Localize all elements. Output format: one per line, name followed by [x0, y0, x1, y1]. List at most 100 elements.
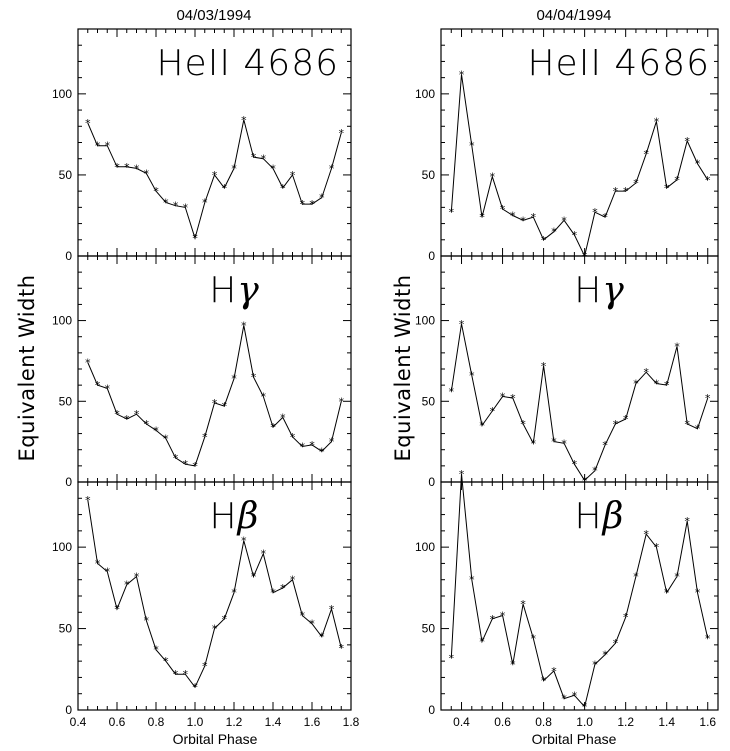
data-point: * [279, 411, 286, 424]
data-point: * [192, 460, 199, 473]
data-point: * [318, 445, 325, 458]
data-point: * [602, 439, 609, 452]
y-tick-label: 0 [65, 475, 72, 489]
data-point: * [540, 675, 547, 688]
data-point: * [448, 206, 455, 219]
data-point: * [520, 214, 527, 227]
data-point: * [653, 115, 660, 128]
data-point: * [94, 140, 101, 153]
data-point: * [458, 68, 465, 81]
data-point: * [479, 420, 486, 433]
data-point: * [633, 177, 640, 190]
data-point: * [338, 642, 345, 655]
panel-heii-right: **************************HeII 468605010… [415, 28, 719, 263]
data-point: * [571, 229, 578, 242]
data-point: * [114, 161, 121, 174]
data-point: * [612, 418, 619, 431]
y-tick-label: 50 [422, 394, 436, 408]
data-point: * [561, 437, 568, 450]
y-tick-label: 0 [65, 703, 72, 717]
data-point: * [509, 392, 516, 405]
data-point: * [489, 405, 496, 418]
y-tick-label: 0 [428, 703, 435, 717]
data-point: * [123, 579, 130, 592]
data-point: * [612, 637, 619, 650]
data-point: * [318, 631, 325, 644]
data-point: * [674, 340, 681, 353]
data-point: * [104, 566, 111, 579]
data-point: * [211, 397, 218, 410]
x-tick-label: 0.6 [109, 715, 126, 729]
data-point: * [338, 127, 345, 140]
panel-label: Hβ [575, 496, 625, 537]
data-point: * [289, 431, 296, 444]
data-point: * [561, 693, 568, 706]
series-line [450, 74, 709, 258]
series-line [450, 323, 709, 482]
y-tick-label: 0 [428, 475, 435, 489]
data-point: * [162, 655, 169, 668]
data-point: * [663, 379, 670, 392]
data-point: * [114, 603, 121, 616]
data-point: * [653, 378, 660, 391]
data-point: * [622, 413, 629, 426]
data-point: * [622, 611, 629, 624]
data-point: * [114, 408, 121, 421]
x-tick-label: 0.8 [535, 715, 552, 729]
x-tick-label: 1.6 [304, 715, 321, 729]
data-point: * [674, 174, 681, 187]
x-tick-label: 0.8 [148, 715, 165, 729]
data-point: * [571, 689, 578, 702]
data-point: * [509, 210, 516, 223]
data-point: * [684, 135, 691, 148]
data-point: * [192, 681, 199, 694]
right-column-title: 04/04/1994 [536, 7, 611, 24]
data-point: * [211, 169, 218, 182]
data-point: * [123, 413, 130, 426]
data-point: * [133, 162, 140, 175]
data-point: * [551, 436, 558, 449]
data-point: * [530, 632, 537, 645]
x-tick-label: 1.2 [617, 715, 634, 729]
data-point: * [153, 644, 160, 657]
data-point: * [221, 613, 228, 626]
data-point: * [143, 418, 150, 431]
data-point: * [299, 198, 306, 211]
data-point: * [231, 373, 238, 386]
series-line [87, 119, 342, 240]
data-point: * [153, 424, 160, 437]
x-tick-label: 1.4 [265, 715, 282, 729]
data-point: * [530, 211, 537, 224]
data-point: * [684, 418, 691, 431]
data-point: * [694, 587, 701, 600]
data-point: * [133, 571, 140, 584]
data-point: * [309, 198, 316, 211]
data-point: * [299, 441, 306, 454]
y-tick-label: 100 [415, 87, 435, 101]
data-point: * [240, 535, 247, 548]
data-point: * [704, 632, 711, 645]
data-point: * [84, 117, 91, 130]
data-point: * [221, 182, 228, 195]
data-point: * [182, 201, 189, 214]
data-point: * [633, 378, 640, 391]
x-tick-label: 1.2 [226, 715, 243, 729]
data-point: * [309, 618, 316, 631]
data-point: * [240, 114, 247, 127]
data-point: * [94, 379, 101, 392]
series-line [87, 325, 342, 467]
y-tick-label: 50 [59, 394, 73, 408]
data-point: * [279, 582, 286, 595]
y-tick-label: 50 [59, 168, 73, 182]
x-tick-label: 1.4 [658, 715, 675, 729]
data-point: * [231, 162, 238, 175]
right-x-axis-label: Orbital Phase [532, 731, 617, 747]
data-point: * [299, 610, 306, 623]
data-point: * [270, 421, 277, 434]
data-point: * [338, 395, 345, 408]
y-tick-label: 0 [65, 249, 72, 263]
left-column-title: 04/03/1994 [176, 7, 251, 24]
data-point: * [201, 660, 208, 673]
data-point: * [260, 153, 267, 166]
